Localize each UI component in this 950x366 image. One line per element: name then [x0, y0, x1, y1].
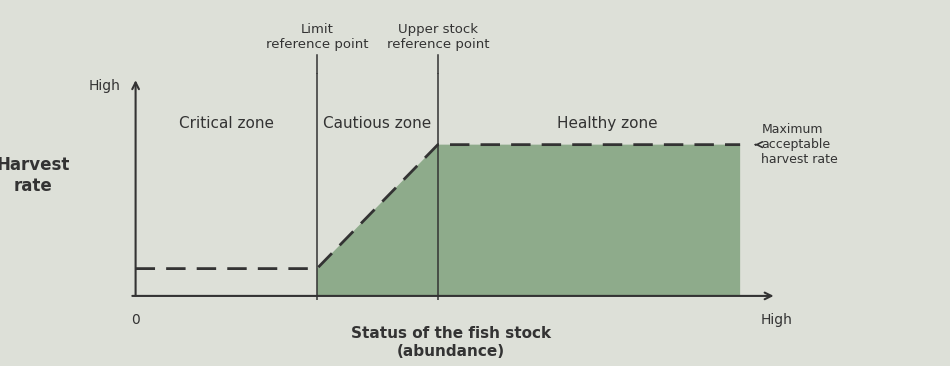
Text: Healthy zone: Healthy zone [557, 116, 657, 131]
Text: Limit
reference point: Limit reference point [266, 23, 369, 51]
Text: Critical zone: Critical zone [179, 116, 274, 131]
Polygon shape [136, 145, 740, 296]
Text: Cautious zone: Cautious zone [323, 116, 431, 131]
Text: Harvest
rate: Harvest rate [0, 156, 70, 195]
Text: Status of the fish stock
(abundance): Status of the fish stock (abundance) [352, 326, 551, 359]
Text: High: High [760, 313, 792, 327]
Text: Upper stock
reference point: Upper stock reference point [387, 23, 489, 51]
Text: High: High [88, 79, 121, 93]
Text: 0: 0 [131, 313, 140, 327]
Text: Maximum
acceptable
harvest rate: Maximum acceptable harvest rate [755, 123, 838, 166]
